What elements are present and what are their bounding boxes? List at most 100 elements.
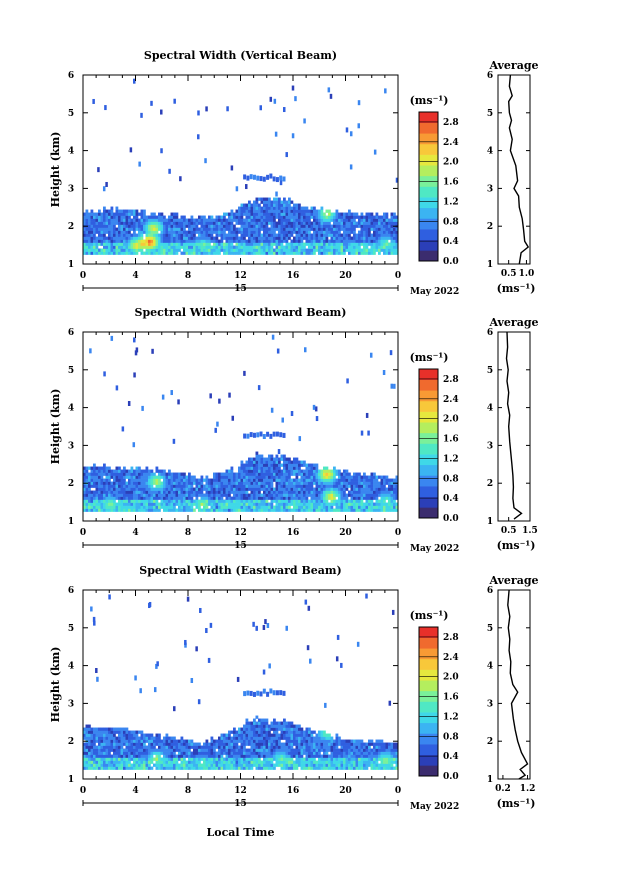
heatmap-cell: [308, 248, 311, 252]
heatmap-cell: [102, 186, 106, 192]
heatmap-cell: [150, 493, 154, 497]
heatmap-cell: [265, 718, 269, 722]
heatmap-cell: [355, 475, 359, 479]
heatmap-cell: [368, 221, 371, 225]
heatmap-cell: [240, 493, 244, 497]
heatmap-cell: [395, 177, 399, 183]
heatmap-cell: [135, 751, 139, 755]
heatmap-cell: [255, 487, 259, 491]
heatmap-cell: [93, 730, 96, 734]
heatmap-cell: [285, 487, 289, 491]
heatmap-cell: [295, 236, 299, 240]
heatmap-cell: [360, 493, 364, 497]
heatmap-cell: [110, 496, 114, 500]
heatmap-cell: [98, 730, 101, 734]
heatmap-cell: [283, 248, 286, 252]
heatmap-cell: [383, 475, 386, 479]
heatmap-cell: [333, 484, 336, 488]
heatmap-cell: [323, 508, 326, 512]
heatmap-cell: [310, 508, 314, 512]
heatmap-cell: [138, 236, 141, 240]
heatmap-cell: [288, 206, 291, 210]
heatmap-cell: [158, 218, 161, 222]
heatmap-cell: [98, 748, 101, 752]
heatmap-cell: [220, 763, 224, 767]
y-tick-label: 4: [68, 147, 74, 157]
heatmap-cell: [113, 739, 116, 743]
heatmap-cell: [298, 481, 301, 485]
heatmap-cell: [305, 212, 309, 216]
heatmap-cell: [245, 754, 249, 758]
heatmap-cell: [95, 484, 99, 488]
heatmap-cell: [288, 481, 291, 485]
heatmap-cell: [138, 245, 141, 249]
heatmap-cell: [363, 493, 366, 497]
heatmap-cell: [133, 212, 136, 216]
heatmap-cell: [285, 236, 289, 240]
heatmap-cell: [158, 242, 161, 246]
heatmap-cell: [288, 466, 291, 470]
heatmap-cell: [128, 218, 131, 222]
heatmap-cell: [90, 505, 94, 509]
heatmap-cell: [388, 245, 391, 249]
heatmap-cell: [180, 245, 184, 249]
heatmap-cell: [138, 754, 141, 758]
heatmap-cell: [155, 760, 159, 764]
heatmap-cell: [128, 221, 131, 225]
heatmap-cell: [205, 760, 209, 764]
heatmap-cell: [233, 227, 236, 231]
heatmap-cell: [193, 227, 196, 231]
heatmap-cell: [373, 236, 376, 240]
heatmap-cell: [395, 490, 399, 494]
heatmap-cell: [353, 233, 356, 237]
heatmap-cell: [233, 478, 236, 482]
heatmap-cell: [163, 242, 166, 246]
heatmap-cell: [210, 736, 214, 740]
heatmap-cell: [238, 496, 241, 500]
heatmap-cell: [160, 484, 164, 488]
heatmap-cell: [110, 239, 114, 243]
heatmap-cell: [300, 478, 304, 482]
heatmap-cell: [315, 227, 319, 231]
heatmap-cell: [175, 754, 179, 758]
heatmap-cell: [85, 251, 89, 255]
heatmap-cell: [98, 478, 101, 482]
heatmap-cell: [205, 766, 209, 770]
heatmap-cell: [128, 212, 131, 216]
heatmap-cell: [163, 505, 166, 509]
heatmap-cell: [115, 481, 119, 485]
heatmap-cell: [390, 242, 394, 246]
heatmap-cell: [358, 218, 361, 222]
heatmap-cell: [293, 239, 296, 243]
heatmap-cell: [133, 733, 136, 737]
heatmap-cell: [320, 248, 324, 252]
heatmap-cell: [127, 400, 131, 406]
heatmap-cell: [248, 242, 251, 246]
heatmap-cell: [165, 481, 169, 485]
heatmap-cell: [175, 212, 179, 216]
heatmap-cell: [233, 754, 236, 758]
heatmap-cell: [115, 763, 119, 767]
heatmap-cell: [368, 248, 371, 252]
heatmap-cell: [273, 251, 276, 255]
heatmap-cell: [123, 499, 126, 503]
heatmap-cell: [88, 496, 91, 500]
heatmap-cell: [248, 481, 251, 485]
heatmap-cell: [153, 757, 156, 761]
heatmap-cell: [245, 721, 249, 725]
heatmap-cell: [155, 224, 159, 228]
heatmap-cell: [100, 760, 104, 764]
heatmap-cell: [380, 481, 384, 485]
heatmap-cell: [283, 463, 286, 467]
heatmap-cell: [110, 508, 114, 512]
heatmap-cell: [225, 227, 229, 231]
heatmap-cell: [275, 239, 279, 243]
heatmap-cell: [203, 233, 206, 237]
heatmap-cell: [118, 505, 121, 509]
heatmap-cell: [365, 481, 369, 485]
y-tick-label: 5: [68, 366, 74, 376]
heatmap-cell: [263, 736, 266, 740]
heatmap-cell: [95, 475, 99, 479]
heatmap-cell: [155, 502, 159, 506]
heatmap-cell: [253, 736, 256, 740]
